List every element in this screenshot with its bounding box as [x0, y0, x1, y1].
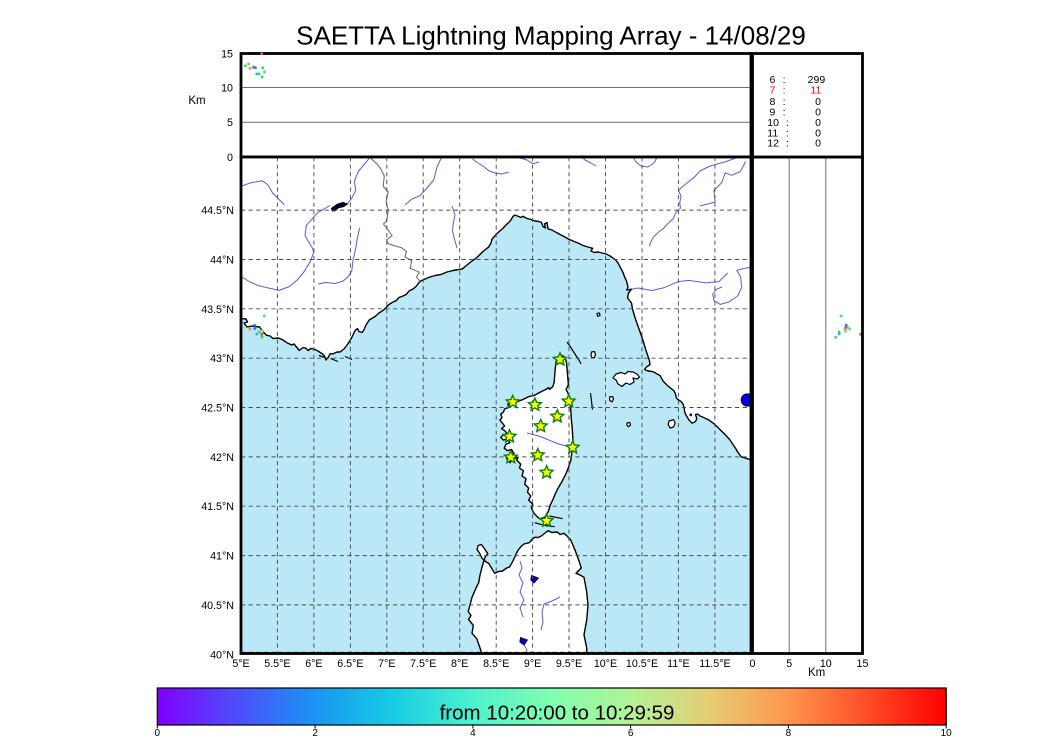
svg-text:12: 12 — [767, 138, 779, 150]
svg-text:0: 0 — [750, 658, 756, 670]
svg-text:9.5°E: 9.5°E — [556, 658, 582, 670]
svg-text:11.5°E: 11.5°E — [699, 658, 730, 670]
svg-text:11: 11 — [767, 128, 778, 140]
svg-text:Km: Km — [808, 667, 825, 679]
svg-text::: : — [786, 128, 789, 140]
svg-text:7°E: 7°E — [378, 658, 395, 670]
svg-text::: : — [783, 74, 786, 86]
svg-text:from 10:20:00 to 10:29:59: from 10:20:00 to 10:29:59 — [440, 702, 675, 725]
svg-text:5°E: 5°E — [232, 658, 249, 670]
svg-text:10: 10 — [941, 728, 953, 739]
svg-text:43.5°N: 43.5°N — [201, 304, 234, 316]
svg-text:0: 0 — [815, 117, 821, 129]
svg-text:6: 6 — [770, 74, 776, 86]
svg-text:5: 5 — [227, 117, 233, 129]
svg-text:0: 0 — [815, 106, 821, 118]
svg-text:299: 299 — [808, 74, 826, 86]
svg-text:Km: Km — [188, 95, 205, 107]
svg-text:41.5°N: 41.5°N — [201, 501, 234, 513]
svg-text:6.5°E: 6.5°E — [337, 658, 363, 670]
svg-text:10°E: 10°E — [594, 658, 617, 670]
svg-text::: : — [783, 96, 786, 108]
svg-text:15: 15 — [857, 658, 869, 670]
svg-text:15: 15 — [221, 49, 233, 61]
svg-text:9: 9 — [770, 106, 776, 118]
svg-text:44°N: 44°N — [210, 255, 234, 267]
svg-text::: : — [786, 138, 789, 150]
svg-text:SAETTA Lightning Mapping Array: SAETTA Lightning Mapping Array - 14/08/2… — [296, 21, 806, 51]
svg-text:10: 10 — [221, 83, 233, 95]
svg-text:7: 7 — [770, 85, 776, 97]
svg-text::: : — [783, 85, 786, 97]
svg-text:4: 4 — [470, 728, 476, 739]
svg-text:8.5°E: 8.5°E — [483, 658, 509, 670]
svg-text:0: 0 — [815, 96, 821, 108]
svg-text:6°E: 6°E — [305, 658, 322, 670]
svg-text:43°N: 43°N — [210, 353, 234, 365]
svg-text:0: 0 — [155, 728, 161, 739]
svg-text:44.5°N: 44.5°N — [201, 205, 234, 217]
svg-text:7.5°E: 7.5°E — [410, 658, 436, 670]
svg-text:0: 0 — [227, 152, 233, 164]
svg-text::: : — [786, 117, 789, 129]
svg-text:42.5°N: 42.5°N — [201, 403, 234, 415]
svg-text:9°E: 9°E — [524, 658, 541, 670]
svg-text:0: 0 — [815, 128, 821, 140]
svg-text:11: 11 — [810, 85, 821, 97]
svg-text:10.5°E: 10.5°E — [626, 658, 658, 670]
svg-text:6: 6 — [628, 728, 634, 739]
svg-text:8: 8 — [770, 96, 776, 108]
svg-text:5: 5 — [786, 658, 792, 670]
svg-text:2: 2 — [312, 728, 318, 739]
svg-text:8: 8 — [786, 728, 792, 739]
svg-text:41°N: 41°N — [210, 551, 234, 563]
svg-text::: : — [783, 106, 786, 118]
svg-text:10: 10 — [767, 117, 779, 129]
svg-text:40.5°N: 40.5°N — [201, 600, 234, 612]
svg-text:0: 0 — [815, 138, 821, 150]
svg-text:10: 10 — [820, 658, 832, 670]
svg-text:11°E: 11°E — [667, 658, 690, 670]
svg-text:5.5°E: 5.5°E — [264, 658, 290, 670]
svg-text:40°N: 40°N — [210, 649, 234, 661]
svg-text:8°E: 8°E — [451, 658, 468, 670]
svg-text:42°N: 42°N — [210, 452, 234, 464]
